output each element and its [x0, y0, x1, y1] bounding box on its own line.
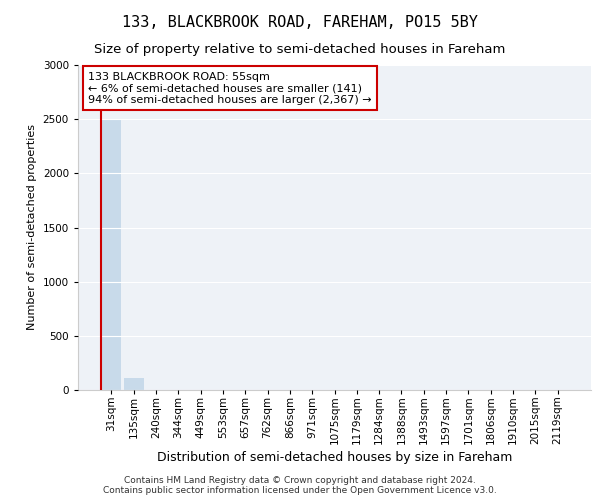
X-axis label: Distribution of semi-detached houses by size in Fareham: Distribution of semi-detached houses by …: [157, 451, 512, 464]
Text: Size of property relative to semi-detached houses in Fareham: Size of property relative to semi-detach…: [94, 42, 506, 56]
Bar: [101, 120, 121, 390]
Text: 133 BLACKBROOK ROAD: 55sqm
← 6% of semi-detached houses are smaller (141)
94% of: 133 BLACKBROOK ROAD: 55sqm ← 6% of semi-…: [88, 72, 372, 104]
Y-axis label: Number of semi-detached properties: Number of semi-detached properties: [27, 124, 37, 330]
Bar: [124, 378, 144, 390]
Text: 133, BLACKBROOK ROAD, FAREHAM, PO15 5BY: 133, BLACKBROOK ROAD, FAREHAM, PO15 5BY: [122, 15, 478, 30]
Text: Contains HM Land Registry data © Crown copyright and database right 2024.
Contai: Contains HM Land Registry data © Crown c…: [103, 476, 497, 495]
